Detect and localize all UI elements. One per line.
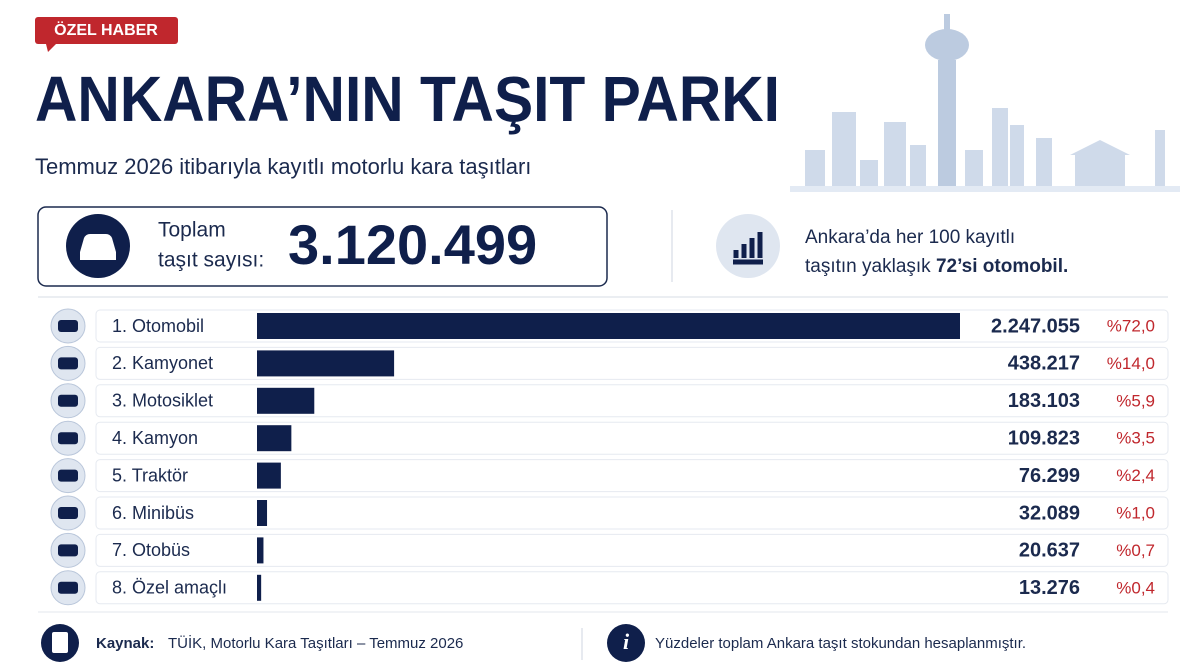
value-label: 32.089 <box>1019 502 1080 524</box>
value-label: 438.217 <box>1008 353 1080 375</box>
badge-bg <box>35 17 178 44</box>
badge: ÖZEL HABER <box>54 20 158 39</box>
chart-icon <box>716 214 780 278</box>
info: Yüzdeler toplam Ankara taşıt stokundan h… <box>655 635 1026 652</box>
share-label: %5,9 <box>1116 391 1155 410</box>
category-label: 2. Kamyonet <box>112 353 213 373</box>
car-glyph <box>80 234 116 260</box>
category-label: 8. Özel amaçlı <box>112 578 227 598</box>
bar <box>257 574 262 601</box>
total-box <box>37 206 608 287</box>
share-label: %1,0 <box>1116 503 1155 522</box>
value-label: 2.247.055 <box>991 315 1080 337</box>
row-icon-glyph <box>58 469 78 482</box>
share-label: %2,4 <box>1116 466 1155 485</box>
row-icon-glyph <box>58 357 78 370</box>
chart: 1. Otomobil 2.247.055 %72,0 2. Kamyonet 438.… <box>50 308 1169 606</box>
skyline <box>790 14 1180 192</box>
note-text: taşıtın yaklaşık <box>805 256 936 277</box>
category-label: 4. Kamyon <box>112 428 198 448</box>
share-label: %72,0 <box>1107 316 1155 335</box>
category-label: 3. Motosiklet <box>112 391 213 411</box>
total-label: taşıt sayısı: <box>158 249 264 272</box>
share-label: %0,4 <box>1116 578 1155 597</box>
value-label: 109.823 <box>1008 427 1080 449</box>
row-box <box>95 533 1169 567</box>
category-label: 6. Minibüs <box>112 503 194 523</box>
value-label: 183.103 <box>1008 390 1080 412</box>
note-line: Ankara’da her 100 kayıtlı <box>805 227 1015 248</box>
value-label: 13.276 <box>1019 577 1080 599</box>
row-box <box>95 496 1169 530</box>
chart-glyph <box>733 232 763 265</box>
category-label: 7. Otobüs <box>112 540 190 560</box>
source: TÜİK, Motorlu Kara Taşıtları – Temmuz 20… <box>168 634 463 652</box>
info-glyph: i <box>623 629 630 654</box>
row-icon-glyph <box>58 394 78 407</box>
value-label: 76.299 <box>1019 465 1080 487</box>
share-label: %14,0 <box>1107 354 1155 373</box>
row-icon-glyph <box>58 544 78 557</box>
total-value: 3.120.499 <box>288 213 537 276</box>
row-box <box>95 384 1169 418</box>
row-icon-glyph <box>58 432 78 445</box>
row-icon-glyph <box>58 320 78 332</box>
row-icon-glyph <box>58 581 78 594</box>
row-box <box>95 421 1169 455</box>
doc-glyph <box>52 632 68 653</box>
note-line: taşıtın yaklaşık 72’si otomobil. <box>805 256 1068 277</box>
bar <box>257 387 315 414</box>
bar <box>257 537 264 564</box>
badge-pointer <box>46 44 56 52</box>
bar <box>257 462 281 489</box>
category-label: 5. Traktör <box>112 465 188 485</box>
category-label: 1. Otomobil <box>112 316 204 336</box>
note-highlight: 72’si otomobil. <box>936 256 1068 277</box>
row-box <box>95 459 1169 493</box>
value-label: 20.637 <box>1019 540 1080 562</box>
row-box <box>95 571 1169 605</box>
row-icon-glyph <box>58 507 78 519</box>
bar <box>257 500 268 526</box>
total-label: Toplam <box>158 219 226 242</box>
subtitle: Temmuz 2026 itibarıyla kayıtlı motorlu k… <box>35 154 531 179</box>
share-label: %0,7 <box>1116 541 1155 560</box>
source-label: Kaynak: <box>96 635 154 652</box>
bar <box>257 425 292 452</box>
info-icon <box>607 624 645 662</box>
share-label: %3,5 <box>1116 429 1155 448</box>
bar <box>257 313 960 339</box>
bar <box>257 350 395 377</box>
title: ANKARA’NIN TAŞIT PARKI <box>35 63 780 135</box>
